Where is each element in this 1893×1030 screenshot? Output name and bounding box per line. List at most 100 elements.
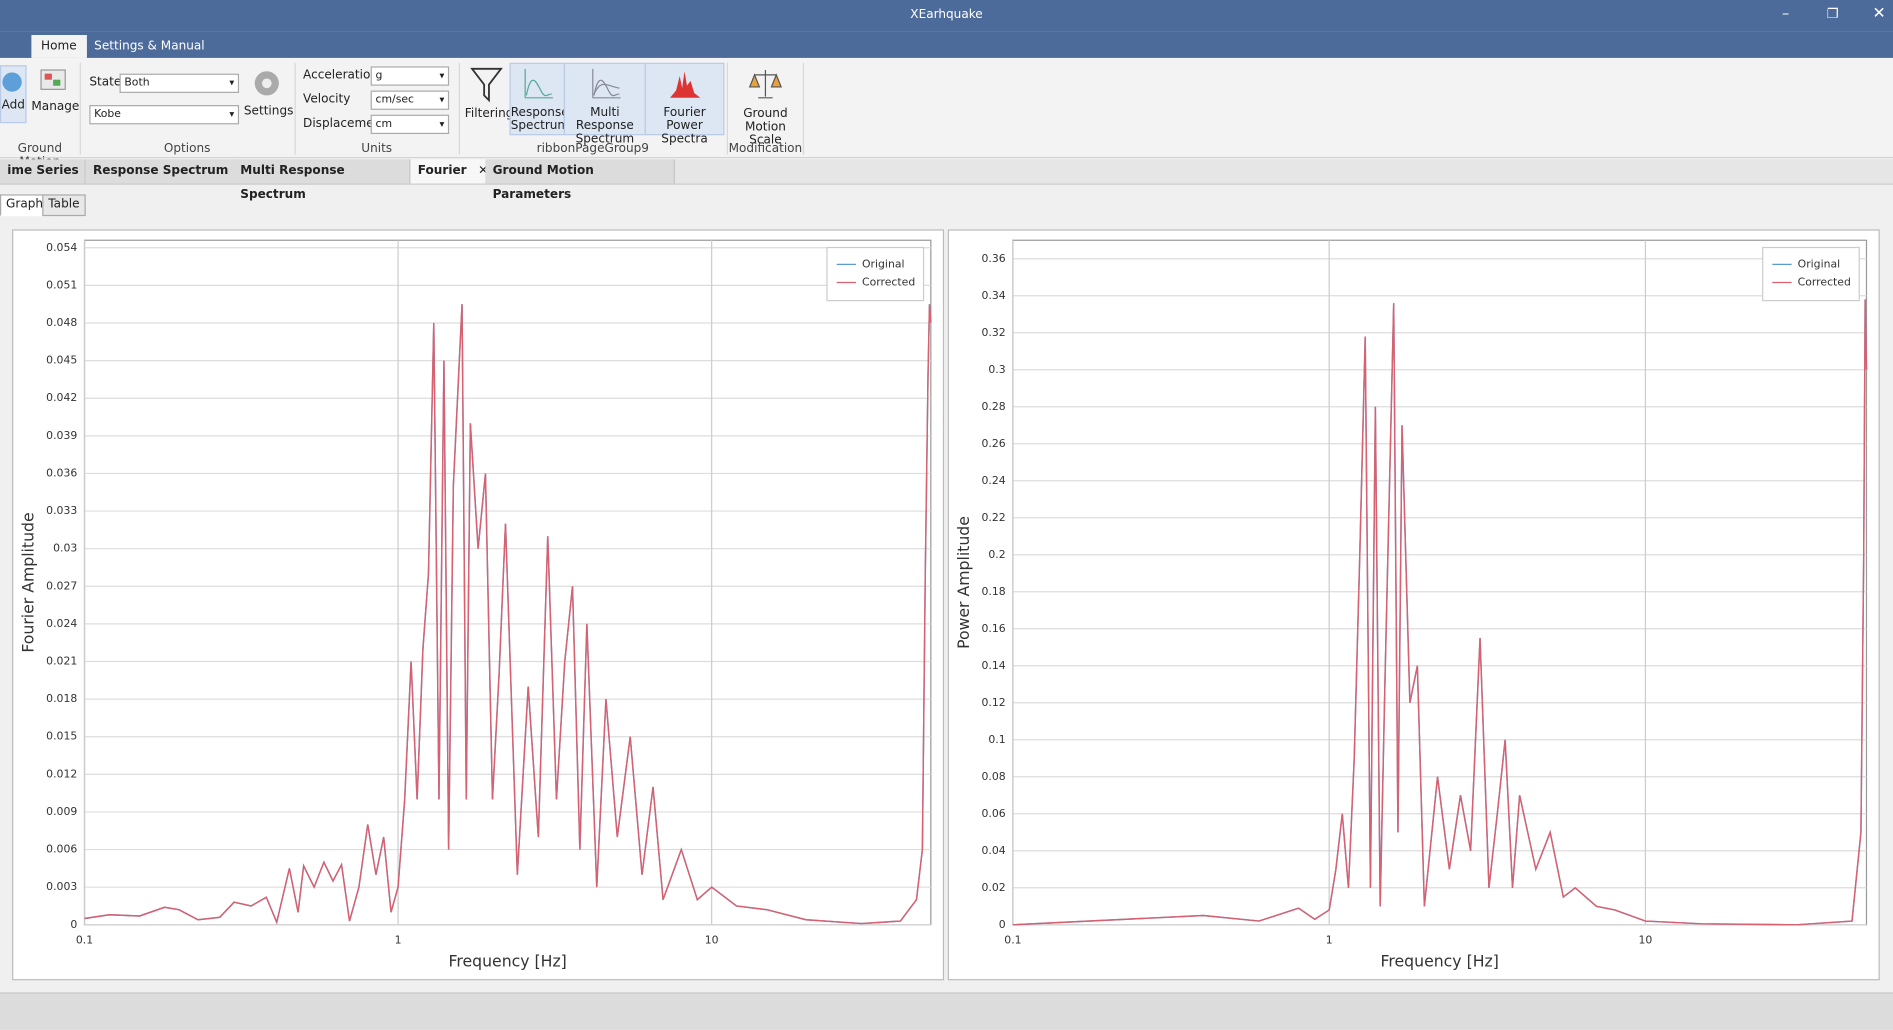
- y-tick-label: 0.1: [988, 733, 1005, 746]
- y-tick-label: 0.018: [46, 692, 77, 705]
- fourier-button[interactable]: Fourier Power Spectra: [644, 62, 725, 146]
- group-label: Units: [361, 142, 393, 156]
- label: Settings: [243, 105, 294, 119]
- group-label: Modification: [728, 142, 803, 156]
- legend-label: Original: [862, 257, 905, 270]
- field-label: Displacement: [303, 117, 387, 131]
- icon: [254, 71, 279, 96]
- y-tick-label: 0.027: [46, 579, 77, 592]
- ribbon: [0, 57, 1893, 159]
- y-tick-label: 0.22: [981, 511, 1005, 524]
- legend-label: Corrected: [862, 276, 915, 289]
- doc-tab[interactable]: Multi Response Spectrum: [233, 159, 411, 202]
- y-tick-label: 0.12: [981, 696, 1005, 709]
- y-tick-label: 0.06: [981, 807, 1005, 820]
- group-label: ribbonPageGroup9: [536, 142, 649, 156]
- minimize[interactable]: –: [1781, 4, 1790, 22]
- y-tick-label: 0.18: [981, 585, 1005, 598]
- icon: [40, 69, 66, 90]
- y-tick-label: 0.054: [46, 241, 77, 254]
- x-tick-label: 1: [1326, 933, 1333, 946]
- acceleration-combo[interactable]: g: [370, 66, 450, 86]
- y-tick-label: 0.14: [981, 659, 1005, 672]
- y-tick-label: 0.036: [46, 466, 77, 479]
- record-combo[interactable]: Kobe: [89, 105, 240, 125]
- y-tick-label: 0.039: [46, 429, 77, 442]
- y-tick-label: 0.32: [981, 326, 1005, 339]
- y-tick-label: 0.048: [46, 316, 77, 329]
- label: Fourier: [417, 164, 467, 178]
- x-tick-label: 10: [1639, 933, 1653, 946]
- y-axis-title: Fourier Amplitude: [18, 512, 37, 652]
- chart: 0 0.003 0.006 0.009 0.012 0.015 0.018 0.021 0.02…: [18, 239, 932, 971]
- close[interactable]: ✕: [1872, 4, 1886, 23]
- icon: [670, 71, 701, 98]
- x-axis-title: Frequency [Hz]: [449, 952, 567, 971]
- y-tick-label: 0: [70, 918, 77, 931]
- chart-panel: 0 0.003 0.006 0.009 0.012 0.015 0.018 0.021 0.02…: [12, 229, 945, 981]
- y-tick-label: 0.042: [46, 391, 77, 404]
- y-tick-label: 0.021: [46, 655, 77, 668]
- ribbon-tab[interactable]: Settings & Manual: [94, 39, 205, 54]
- label: Filtering: [464, 107, 514, 121]
- x-tick-label: 0.1: [1004, 933, 1021, 946]
- legend-label: Original: [1798, 257, 1840, 270]
- scale-button[interactable]: Ground Motion Scale: [732, 65, 800, 147]
- ribbon-tab[interactable]: Home: [31, 35, 87, 58]
- label: Response Spectrum: [510, 106, 570, 133]
- chart: 0 0.02 0.04 0.06 0.08 0.1 0.12 0.14 0.16 0.18 0.2 0…: [954, 239, 1868, 971]
- plot-area: [1012, 239, 1868, 926]
- separator: [802, 62, 805, 155]
- document-tabs: ime Series Response Spectrum Multi Respo…: [0, 159, 1893, 202]
- label: Multi Response Spectrum: [575, 106, 635, 147]
- filtering-button[interactable]: Filtering: [464, 65, 514, 121]
- y-tick-label: 0.006: [46, 843, 77, 856]
- legend-box: [826, 246, 925, 302]
- response-button[interactable]: Response Spectrum: [509, 62, 570, 136]
- doc-tab[interactable]: Fourier ✕: [410, 159, 492, 184]
- icon: [470, 67, 503, 103]
- restore[interactable]: ❐: [1826, 6, 1839, 22]
- field-label: Velocity: [303, 92, 351, 107]
- y-tick-label: 0.24: [981, 474, 1005, 487]
- label: Manage: [31, 100, 80, 114]
- y-tick-label: 0.26: [981, 437, 1005, 450]
- displacement-combo[interactable]: cm: [370, 114, 450, 135]
- y-axis-title: Power Amplitude: [954, 516, 973, 649]
- multi-button[interactable]: Multi Response Spectrum: [563, 62, 646, 146]
- doc-tab[interactable]: ime Series: [0, 159, 86, 184]
- view-tab[interactable]: Graph: [0, 194, 50, 217]
- series-line: [84, 304, 932, 925]
- series-line: [1012, 299, 1868, 926]
- y-tick-label: 0.2: [988, 548, 1005, 561]
- add-button[interactable]: Add: [0, 65, 27, 124]
- state-label: State: [89, 76, 122, 90]
- y-tick-label: 0.012: [46, 767, 77, 780]
- x-tick-label: 0.1: [76, 933, 93, 946]
- close-tab[interactable]: ✕: [478, 164, 489, 178]
- manage-button[interactable]: Manage: [31, 65, 80, 114]
- x-tick-label: 1: [395, 933, 402, 946]
- y-tick-label: 0.033: [46, 504, 77, 517]
- legend-label: Corrected: [1798, 276, 1851, 289]
- view-tab[interactable]: Table: [42, 194, 86, 217]
- x-tick-label: 10: [705, 933, 719, 946]
- title-bar: XEarhquake – ❐ ✕: [0, 0, 1893, 32]
- settings-button[interactable]: Settings: [243, 65, 294, 119]
- status-bar: [0, 992, 1893, 1030]
- velocity-combo[interactable]: cm/sec: [370, 90, 450, 110]
- doc-tab[interactable]: Response Spectrum: [85, 159, 235, 184]
- doc-tab[interactable]: Ground Motion Parameters: [485, 159, 675, 202]
- icon: [524, 68, 553, 99]
- y-tick-label: 0.3: [988, 363, 1005, 376]
- group-label: Options: [163, 142, 211, 156]
- state-combo[interactable]: Both: [119, 73, 240, 93]
- label: Fourier Power Spectra: [661, 106, 708, 147]
- separator: [79, 62, 81, 155]
- ribbon-tabs: Home Settings & Manual: [0, 31, 1893, 58]
- separator: [726, 62, 729, 155]
- y-tick-label: 0.34: [981, 289, 1005, 302]
- icon: [592, 68, 621, 99]
